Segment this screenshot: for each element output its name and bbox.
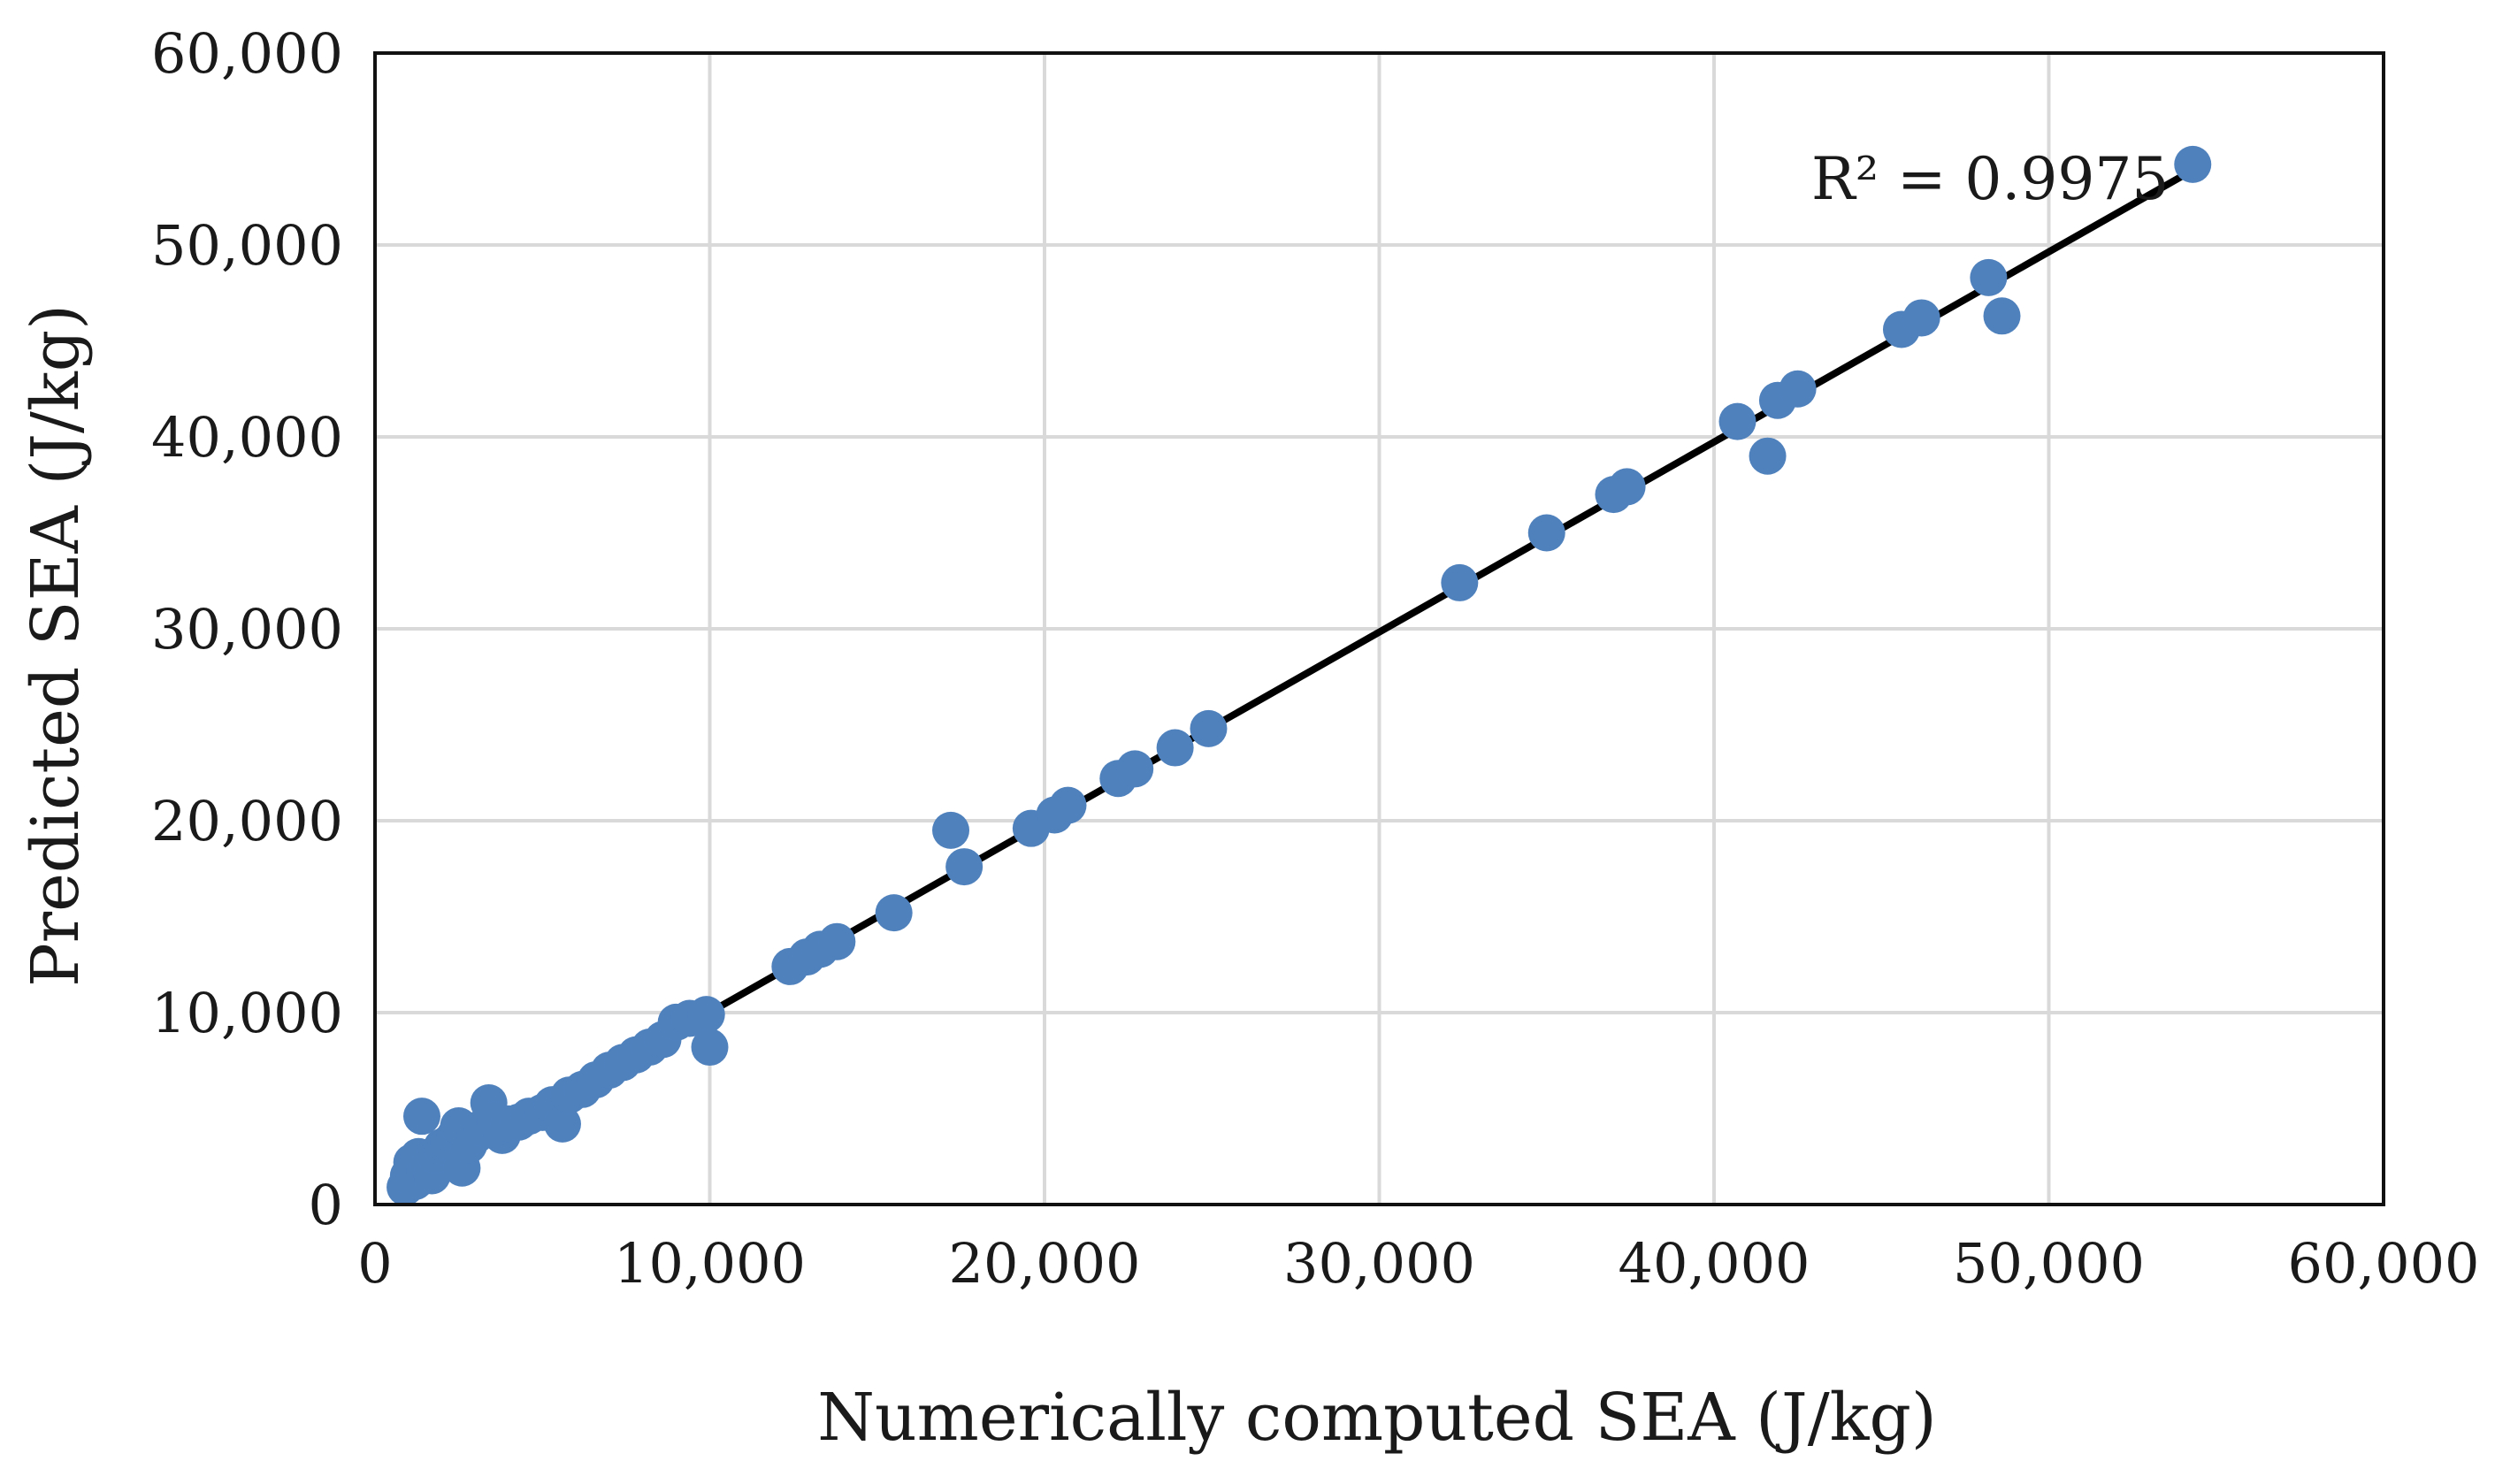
data-point [1156,729,1194,767]
y-axis-title: Predicted SEA (J/kg) [18,304,94,987]
x-tick-label: 40,000 [1619,1231,1810,1296]
x-tick-label: 0 [357,1231,392,1296]
data-point [1441,563,1479,601]
plot-area-frame [373,51,2385,1206]
data-point [543,1105,581,1143]
x-tick-label: 20,000 [949,1231,1141,1296]
x-tick-label: 10,000 [614,1231,806,1296]
data-point [687,996,725,1034]
data-point [1779,370,1817,408]
data-point [1983,297,2021,335]
data-point [1116,750,1154,788]
y-tick-label: 40,000 [151,405,343,470]
data-point [402,1098,440,1136]
y-tick-label: 50,000 [151,213,343,278]
data-point [691,1029,729,1067]
data-point [1190,709,1228,747]
x-axis-tick-labels: 0 10,000 20,000 30,000 40,000 50,000 60,000 [357,1231,2479,1296]
y-tick-label: 10,000 [151,981,343,1045]
r-squared-annotation: R² = 0.9975 [1811,145,2169,213]
data-point [1902,299,1940,337]
y-tick-label: 30,000 [151,597,343,662]
data-point [1049,786,1087,824]
x-axis-title: Numerically computed SEA (J/kg) [817,1380,1936,1456]
data-point [1527,514,1565,552]
y-tick-label: 20,000 [151,789,343,853]
data-point [945,848,983,886]
y-tick-label: 0 [309,1173,343,1237]
data-point [1718,402,1756,440]
x-tick-label: 60,000 [2288,1231,2480,1296]
data-point [2174,145,2212,183]
data-point [1749,437,1787,475]
data-point [875,894,913,932]
data-point [818,922,856,960]
data-points [386,145,2212,1206]
data-point [932,811,970,849]
data-point [1608,468,1646,506]
x-tick-label: 50,000 [1953,1231,2145,1296]
y-axis-tick-labels: 0 10,000 20,000 30,000 40,000 50,000 60,000 [151,21,343,1237]
x-tick-label: 30,000 [1283,1231,1475,1296]
y-tick-label: 60,000 [151,21,343,86]
data-point [1970,258,2008,296]
